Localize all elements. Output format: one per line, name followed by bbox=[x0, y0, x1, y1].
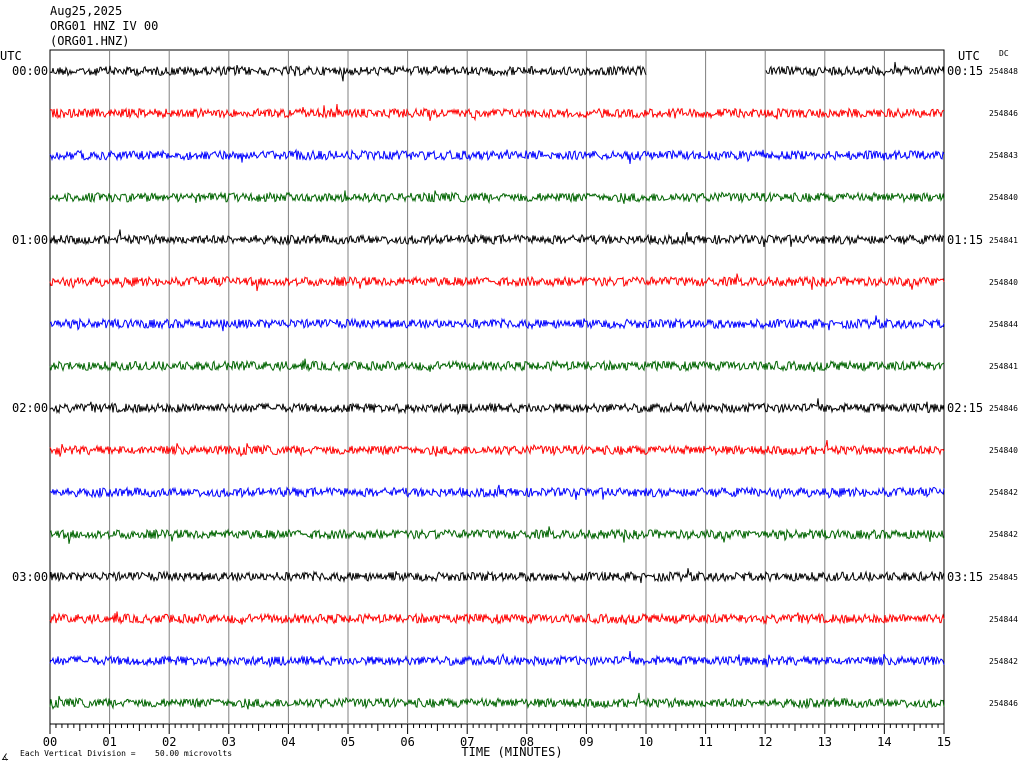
dc-value-label: 254846 bbox=[989, 404, 1018, 414]
x-tick-label: 05 bbox=[341, 735, 355, 749]
logo-mark: ∡ bbox=[1, 753, 10, 763]
dc-title: DC bbox=[999, 49, 1009, 58]
x-tick-label: 11 bbox=[698, 735, 712, 749]
x-tick-label: 06 bbox=[400, 735, 414, 749]
station-label: ORG01 HNZ IV 00 bbox=[50, 19, 159, 33]
dc-value-label: 254840 bbox=[989, 277, 1018, 287]
right-hour-label: 03:15 bbox=[947, 569, 984, 584]
left-utc-title: UTC bbox=[0, 49, 22, 63]
x-tick-label: 12 bbox=[758, 735, 772, 749]
dc-value-label: 254845 bbox=[989, 572, 1018, 582]
x-tick-label: 15 bbox=[937, 735, 951, 749]
x-tick-label: 08 bbox=[520, 735, 534, 749]
trace-line bbox=[49, 229, 945, 248]
trace-line bbox=[49, 61, 945, 82]
dc-value-label: 254841 bbox=[989, 235, 1018, 245]
dc-value-label: 254842 bbox=[989, 530, 1018, 540]
x-tick-label: 00 bbox=[43, 735, 57, 749]
dc-value-label: 254840 bbox=[989, 193, 1018, 203]
dc-value-label: 254842 bbox=[989, 488, 1018, 498]
x-tick-label: 03 bbox=[222, 735, 236, 749]
scale-note: Each Vertical Division = bbox=[20, 749, 136, 758]
left-hour-label: 00:00 bbox=[12, 64, 49, 78]
trace-line bbox=[49, 315, 945, 332]
dc-value-label: 254844 bbox=[989, 319, 1018, 329]
x-tick-label: 01 bbox=[102, 735, 116, 749]
x-tick-label: 02 bbox=[162, 735, 176, 749]
date-label: Aug25,2025 bbox=[50, 4, 123, 18]
trace-line bbox=[49, 358, 945, 373]
x-tick-label: 14 bbox=[877, 735, 891, 749]
channel-label: (ORG01.HNZ) bbox=[50, 34, 130, 48]
trace-line bbox=[49, 440, 945, 458]
left-hour-label: 01:00 bbox=[12, 232, 49, 247]
trace-line bbox=[49, 526, 945, 544]
x-axis-title: TIME (MINUTES) bbox=[461, 745, 563, 759]
dc-value-label: 254842 bbox=[989, 656, 1018, 666]
left-hour-label: 03:00 bbox=[12, 569, 49, 584]
dc-value-label: 254848 bbox=[989, 67, 1018, 76]
x-tick-label: 07 bbox=[460, 735, 474, 749]
right-utc-title: UTC bbox=[958, 49, 980, 63]
trace-line bbox=[49, 484, 945, 500]
right-hour-label: 01:15 bbox=[947, 232, 984, 247]
x-tick-label: 04 bbox=[281, 735, 295, 749]
right-hour-label: 00:15 bbox=[947, 64, 984, 78]
trace-line bbox=[49, 190, 945, 205]
right-hour-label: 02:15 bbox=[947, 401, 984, 416]
dc-value-label: 254841 bbox=[989, 361, 1018, 371]
x-tick-label: 13 bbox=[818, 735, 832, 749]
dc-value-label: 254846 bbox=[989, 698, 1018, 708]
dc-value-label: 254843 bbox=[989, 151, 1018, 161]
x-tick-label: 09 bbox=[579, 735, 593, 749]
dc-value-label: 254840 bbox=[989, 446, 1018, 456]
trace-line bbox=[49, 651, 945, 669]
dc-value-label: 254844 bbox=[989, 614, 1018, 624]
trace-line bbox=[49, 104, 945, 122]
x-tick-label: 10 bbox=[639, 735, 653, 749]
dc-value-label: 254846 bbox=[989, 109, 1018, 119]
left-hour-label: 02:00 bbox=[12, 401, 49, 416]
scale-value: 50.00 microvolts bbox=[155, 749, 233, 758]
trace-line bbox=[49, 148, 945, 165]
trace-line bbox=[49, 398, 945, 416]
trace-line bbox=[49, 611, 945, 625]
trace-line bbox=[49, 568, 945, 584]
plot-frame bbox=[49, 49, 945, 725]
trace-line bbox=[49, 273, 945, 292]
trace-line bbox=[49, 692, 945, 710]
